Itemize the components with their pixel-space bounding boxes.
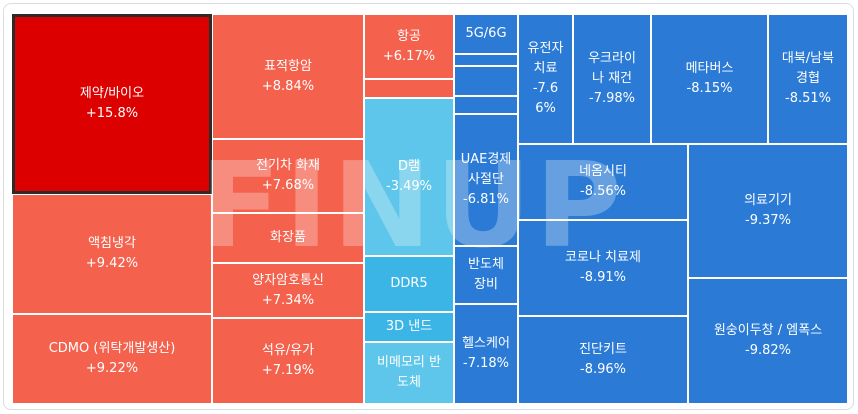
tile-small-blue-3[interactable]: [454, 96, 518, 114]
tile-gene-therapy[interactable]: 유전자 치료 -7.6 6%: [518, 14, 573, 144]
tile-oil[interactable]: 석유/유가 +7.19%: [212, 318, 364, 404]
tile-value: +7.19%: [261, 363, 315, 378]
tile-neom-city[interactable]: 네옴시티 -8.56%: [518, 144, 688, 220]
tile-non-memory[interactable]: 비메모리 반 도체: [364, 342, 454, 404]
tile-targeted-anticancer[interactable]: 표적항암 +8.84%: [212, 14, 364, 139]
tile-value: -8.56%: [580, 184, 626, 199]
tile-value: -6.81%: [463, 192, 509, 207]
tile-value: -7.98%: [589, 91, 635, 106]
tile-label: 진단키트: [579, 342, 627, 357]
tile-dram[interactable]: D램 -3.49%: [364, 98, 454, 256]
tile-label: 5G/6G: [465, 26, 507, 41]
tile-aviation[interactable]: 항공 +6.17%: [364, 14, 454, 79]
tile-nk-cooperation[interactable]: 대북/남북 경협 -8.51%: [768, 14, 848, 144]
tile-value: +15.8%: [85, 106, 139, 121]
tile-label: 헬스케어: [462, 336, 510, 351]
tile-cosmetics[interactable]: 화장품: [212, 213, 364, 263]
tile-healthcare[interactable]: 헬스케어 -7.18%: [454, 304, 518, 404]
tile-uae-severance[interactable]: UAE경제 사절단 -6.81%: [454, 114, 518, 246]
tile-value: -9.37%: [745, 213, 791, 228]
tile-label: 메타버스: [685, 61, 734, 76]
tile-label: 제약/바이오: [79, 86, 145, 101]
tile-ev-fire[interactable]: 전기차 화재 +7.68%: [212, 139, 364, 213]
tile-3d-nand[interactable]: 3D 낸드: [364, 312, 454, 342]
tile-diagnostic-kit[interactable]: 진단키트 -8.96%: [518, 316, 688, 404]
tile-label: 네옴시티: [579, 164, 627, 179]
tile-small-red-1[interactable]: [364, 79, 454, 98]
tile-label: 코로나 치료제: [565, 250, 641, 265]
tile-semi-equip[interactable]: 반도체 장비: [454, 246, 518, 304]
tile-value: +8.84%: [261, 78, 315, 94]
tile-value: +7.34%: [261, 292, 315, 308]
tile-value: +9.42%: [85, 256, 139, 271]
tile-label: 석유/유가: [261, 343, 315, 358]
tile-label: 화장품: [270, 230, 306, 245]
tile-label: 반도체 장비: [468, 257, 504, 292]
tile-label: DDR5: [390, 276, 428, 291]
tile-value: +7.68%: [261, 178, 315, 193]
tile-label: 비메모리 반 도체: [377, 355, 441, 390]
tile-label: 의료기기: [744, 193, 792, 208]
tile-label: 표적항암: [264, 58, 312, 74]
tile-ddr5[interactable]: DDR5: [364, 256, 454, 312]
tile-label: 전기차 화재: [256, 158, 320, 173]
tile-label: 원숭이두창 / 엠폭스: [713, 323, 823, 338]
tile-quantum-comm[interactable]: 양자암호통신 +7.34%: [212, 263, 364, 318]
tile-label: D램: [398, 159, 420, 174]
tile-pharma-bio[interactable]: 제약/바이오 +15.8%: [12, 14, 212, 194]
tile-value: +6.17%: [382, 48, 436, 64]
tile-value: -8.96%: [580, 362, 626, 377]
tile-label: 유전자 치료: [527, 41, 564, 76]
tile-ukraine-rebuild[interactable]: 우크라이 나 재건 -7.98%: [573, 14, 651, 144]
tile-value: -7.18%: [463, 356, 509, 371]
tile-label: 대북/남북 경협: [781, 51, 835, 86]
tile-cdmo[interactable]: CDMO (위탁개발생산) +9.22%: [12, 314, 212, 404]
tile-label: UAE경제 사절단: [460, 152, 512, 187]
tile-label: 액침냉각: [88, 236, 136, 251]
tile-value: -8.15%: [686, 81, 733, 96]
tile-medical-device[interactable]: 의료기기 -9.37%: [688, 144, 848, 278]
tile-covid-treatment[interactable]: 코로나 치료제 -8.91%: [518, 220, 688, 316]
tile-label: 양자암호통신: [252, 272, 324, 288]
tile-label: 우크라이 나 재건: [588, 51, 636, 86]
tile-value: -8.51%: [785, 91, 831, 106]
tile-value: +9.22%: [85, 361, 139, 376]
tile-label: 3D 낸드: [385, 319, 433, 334]
tile-5g6g[interactable]: 5G/6G: [454, 14, 518, 54]
tile-value: -8.91%: [580, 270, 626, 285]
tile-value: -7.6 6%: [532, 81, 559, 116]
tile-value: -3.49%: [386, 179, 432, 194]
tile-metaverse[interactable]: 메타버스 -8.15%: [651, 14, 768, 144]
tile-small-blue-2[interactable]: [454, 66, 518, 96]
tile-small-blue-1[interactable]: [454, 54, 518, 66]
tile-label: CDMO (위탁개발생산): [48, 341, 176, 356]
tile-label: 항공: [397, 28, 421, 44]
tile-liquid-cooling[interactable]: 액침냉각 +9.42%: [12, 194, 212, 314]
tile-monkeypox[interactable]: 원숭이두창 / 엠폭스 -9.82%: [688, 278, 848, 404]
tile-value: -9.82%: [745, 343, 791, 358]
